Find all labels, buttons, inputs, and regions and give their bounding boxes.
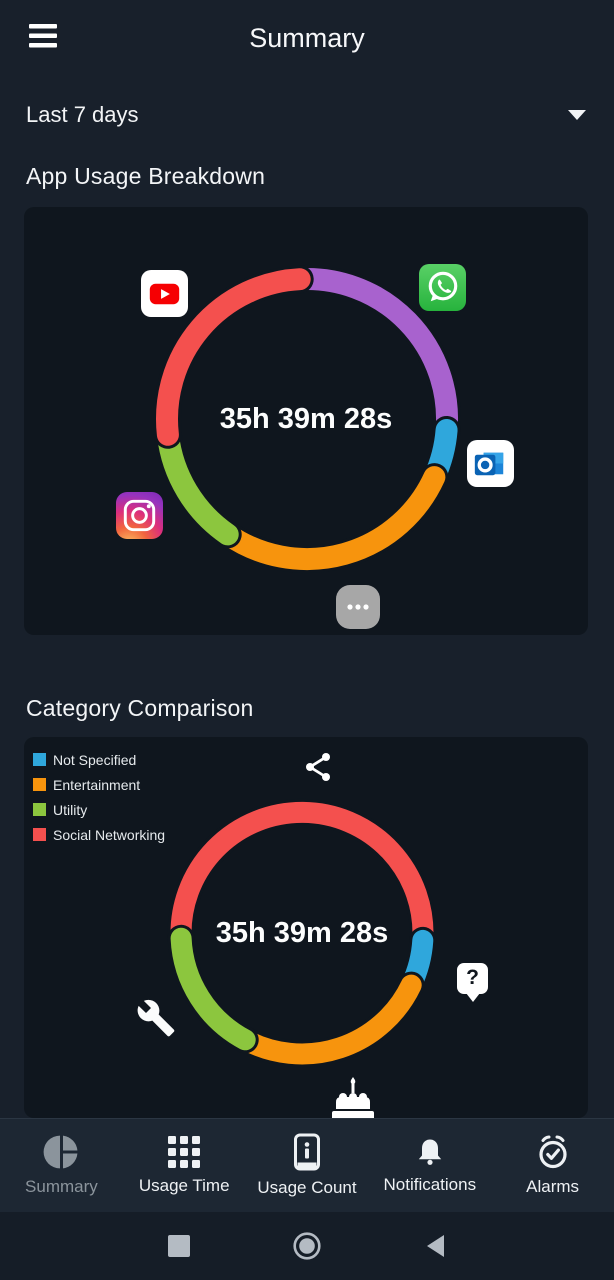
- legend-label: Entertainment: [53, 776, 141, 793]
- chart-legend: Not Specified Entertainment Utility Soci…: [33, 747, 165, 847]
- legend-item: Entertainment: [33, 772, 165, 797]
- youtube-icon[interactable]: [141, 270, 188, 317]
- legend-label: Social Networking: [53, 826, 166, 843]
- recents-button[interactable]: [166, 1233, 192, 1259]
- section-heading-app-usage: App Usage Breakdown: [26, 163, 266, 189]
- alarm-check-icon: [538, 1135, 567, 1169]
- tab-label: Usage Time: [138, 1176, 230, 1195]
- triangle-left-icon: [427, 1235, 444, 1257]
- tab-label: Summary: [25, 1177, 98, 1196]
- legend-item: Not Specified: [33, 747, 165, 772]
- whatsapp-icon[interactable]: [419, 264, 466, 311]
- legend-swatch-not-specified: [33, 753, 46, 766]
- section-heading-category: Category Comparison: [26, 695, 254, 721]
- tab-label: Notifications: [383, 1175, 477, 1194]
- total-usage-time: 35h 39m 28s: [215, 917, 389, 949]
- square-icon: [168, 1235, 190, 1257]
- page-title: Summary: [249, 23, 365, 53]
- legend-swatch-entertainment: [33, 778, 46, 791]
- bottom-navigation: Summary Usage Time Usage Count: [0, 1118, 614, 1212]
- category-donut-chart[interactable]: [24, 737, 588, 1118]
- tab-usage-count[interactable]: Usage Count: [246, 1119, 369, 1212]
- menu-button[interactable]: [26, 23, 60, 51]
- app-bar: Summary: [0, 0, 614, 80]
- legend-label: Utility: [53, 801, 88, 818]
- date-range-value: Last 7 days: [26, 102, 139, 127]
- bell-icon: [418, 1139, 441, 1165]
- tab-usage-time[interactable]: Usage Time: [123, 1119, 246, 1212]
- wrench-icon[interactable]: [136, 998, 176, 1038]
- legend-item: Utility: [33, 797, 165, 822]
- android-nav-bar: [0, 1212, 614, 1280]
- more-icon[interactable]: [336, 585, 380, 629]
- grid-icon: [168, 1136, 201, 1168]
- hamburger-icon: [29, 24, 57, 48]
- tab-notifications[interactable]: Notifications: [368, 1119, 491, 1212]
- tab-alarms[interactable]: Alarms: [491, 1119, 614, 1212]
- legend-item: Social Networking: [33, 822, 165, 847]
- pie-chart-icon: [43, 1135, 78, 1169]
- question-icon[interactable]: ?: [456, 957, 489, 1002]
- category-card: Not Specified Entertainment Utility Soci…: [24, 737, 588, 1118]
- instagram-icon[interactable]: [116, 492, 163, 539]
- question-bubble: ?: [457, 962, 488, 1002]
- caret-down-icon: [568, 110, 586, 120]
- legend-swatch-utility: [33, 803, 46, 816]
- total-usage-time: 35h 39m 28s: [219, 403, 393, 435]
- outlook-icon[interactable]: [467, 440, 514, 487]
- home-button[interactable]: [292, 1231, 322, 1261]
- back-button[interactable]: [422, 1233, 448, 1259]
- date-range-selector[interactable]: Last 7 days: [26, 99, 594, 131]
- legend-label: Not Specified: [53, 751, 137, 768]
- share-icon[interactable]: [302, 751, 334, 783]
- tab-label: Usage Count: [257, 1178, 357, 1197]
- circle-icon: [293, 1232, 321, 1260]
- tab-label: Alarms: [526, 1177, 580, 1196]
- tab-summary[interactable]: Summary: [0, 1119, 123, 1212]
- app-usage-donut-chart[interactable]: [24, 207, 588, 635]
- cake-icon[interactable]: [331, 1077, 375, 1118]
- phone-info-icon: [293, 1133, 320, 1171]
- legend-swatch-social-networking: [33, 828, 46, 841]
- app-usage-card: 35h 39m 28s: [24, 207, 588, 635]
